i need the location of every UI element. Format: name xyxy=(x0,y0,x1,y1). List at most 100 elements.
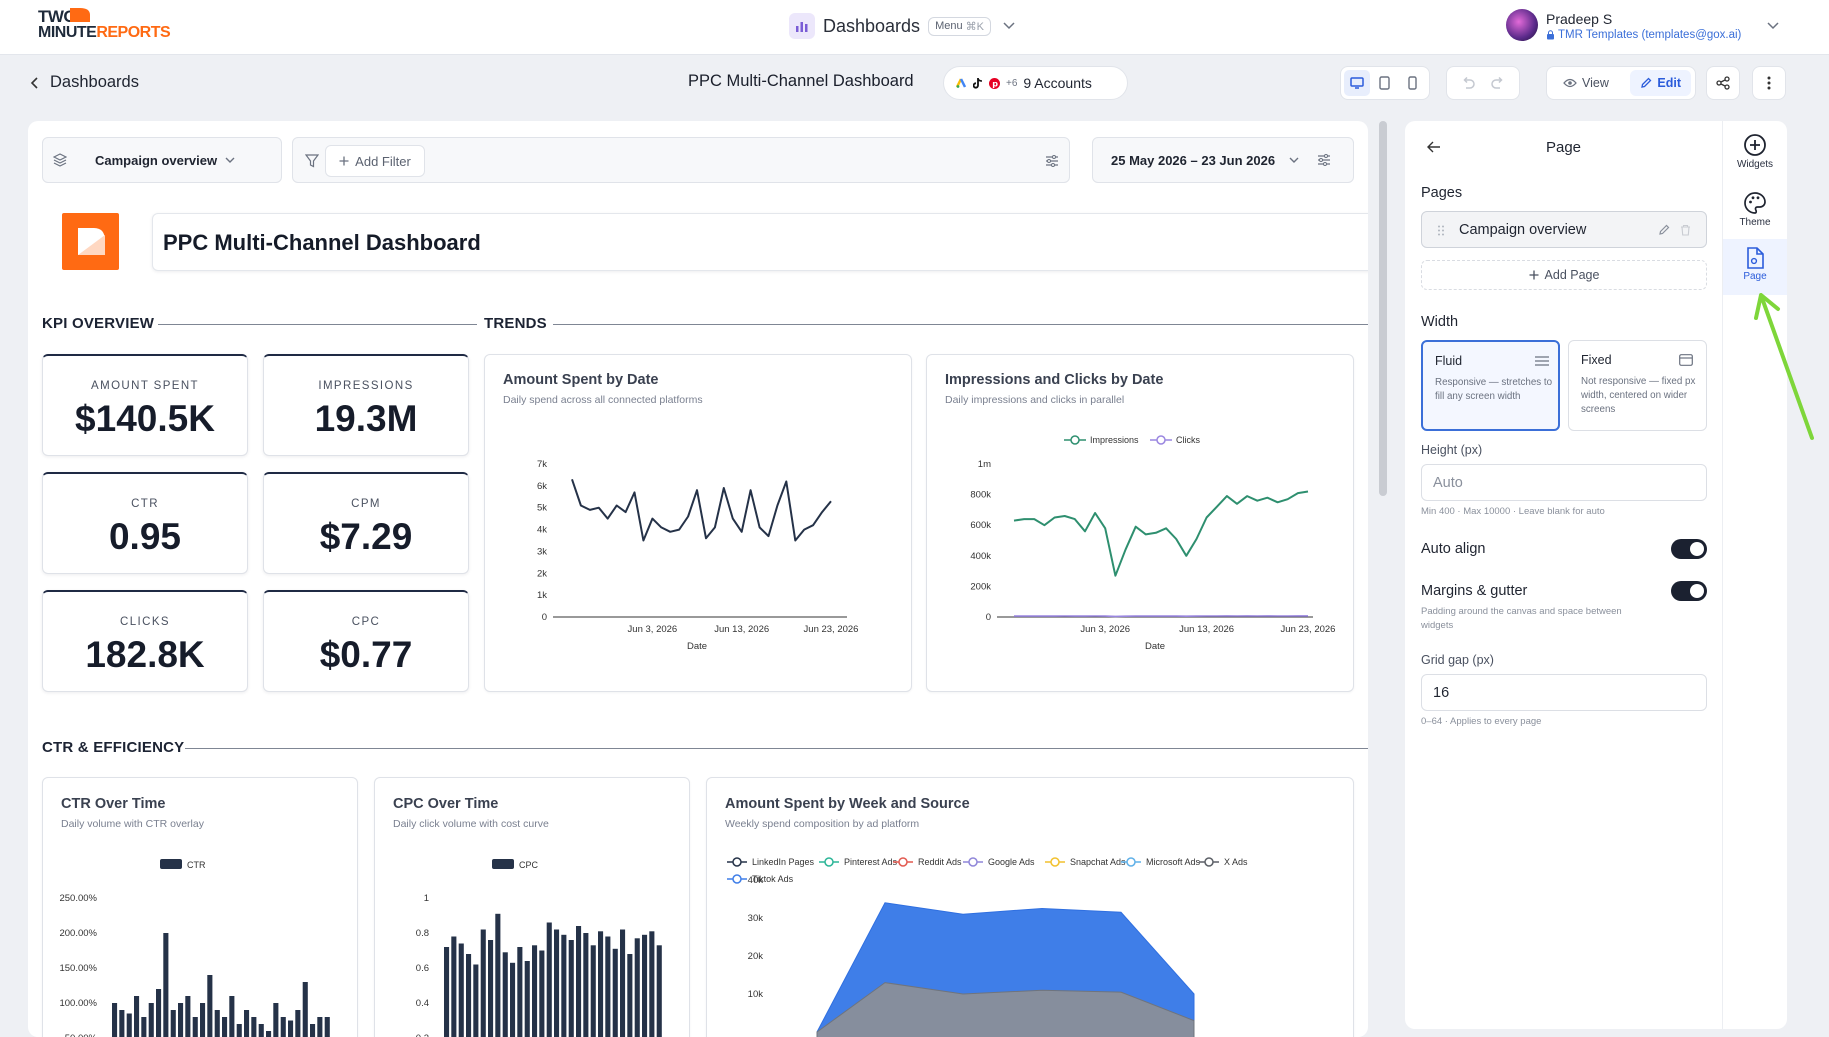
y-tick-label: 0.2 xyxy=(416,1033,429,1037)
annotation-arrow xyxy=(1754,293,1814,440)
tablet-view-icon[interactable] xyxy=(1370,76,1398,90)
kpi-value: 182.8K xyxy=(85,634,205,675)
grid-gap-input[interactable]: 16 xyxy=(1421,674,1707,711)
desktop-view-icon[interactable] xyxy=(1344,70,1370,96)
grid-gap-help: 0–64 · Applies to every page xyxy=(1421,716,1542,727)
legend-label: CTR xyxy=(187,860,206,870)
kpi-card-cpm[interactable]: CPM $7.29 xyxy=(263,472,469,574)
view-mode-button[interactable]: View xyxy=(1551,76,1609,90)
sliders-icon[interactable] xyxy=(1317,154,1331,166)
legend-marker xyxy=(824,857,834,867)
rail-theme[interactable]: Theme xyxy=(1723,191,1787,228)
mobile-view-icon[interactable] xyxy=(1398,76,1426,90)
logo-top-text: TWO xyxy=(38,7,77,26)
sliders-icon[interactable] xyxy=(1045,155,1059,167)
kpi-card-amount-spent[interactable]: AMOUNT SPENT $140.5K xyxy=(42,354,248,456)
kpi-card-impressions[interactable]: IMPRESSIONS 19.3M xyxy=(263,354,469,456)
legend-marker-impressions xyxy=(1070,435,1080,445)
bar xyxy=(302,982,308,1037)
bar xyxy=(532,945,538,1037)
accounts-selector[interactable]: p +6 9 Accounts xyxy=(943,66,1128,100)
kpi-card-clicks[interactable]: CLICKS 182.8K xyxy=(42,590,248,692)
chart-amount-spent-by-date[interactable]: Amount Spent by Date Daily spend across … xyxy=(484,354,912,692)
legend-marker xyxy=(1126,857,1136,867)
chevron-down-icon xyxy=(225,157,235,163)
page-item-campaign-overview[interactable]: Campaign overview xyxy=(1421,211,1707,248)
rail-page-label: Page xyxy=(1743,271,1767,282)
chart-cpc-over-time[interactable]: CPC Over Time Daily click volume with co… xyxy=(374,777,690,1037)
drag-handle-icon[interactable] xyxy=(1438,225,1444,236)
add-filter-button[interactable]: Add Filter xyxy=(325,145,425,177)
kpi-card-ctr[interactable]: CTR 0.95 xyxy=(42,472,248,574)
kpi-value: 0.95 xyxy=(108,516,181,557)
more-options-button[interactable] xyxy=(1752,66,1786,100)
auto-align-toggle[interactable] xyxy=(1671,539,1707,559)
legend-label: Google Ads xyxy=(988,857,1035,867)
bar xyxy=(236,1024,242,1037)
funnel-icon[interactable] xyxy=(305,154,319,168)
edit-mode-button[interactable]: Edit xyxy=(1630,70,1691,96)
rail-widgets[interactable]: Widgets xyxy=(1723,133,1787,170)
width-option-title: Fluid xyxy=(1435,354,1463,368)
kpi-card-cpc[interactable]: CPC $0.77 xyxy=(263,590,469,692)
chart-title: CTR Over Time xyxy=(61,796,166,812)
bar xyxy=(451,936,457,1037)
bar xyxy=(156,989,162,1037)
chart-ctr-over-time[interactable]: CTR Over Time Daily volume with CTR over… xyxy=(42,777,358,1037)
chevron-down-icon[interactable] xyxy=(1003,22,1015,30)
date-range-picker[interactable]: 25 May 2026 – 23 Jun 2026 xyxy=(1092,137,1354,183)
bar xyxy=(214,1010,220,1037)
google-ads-icon xyxy=(956,78,967,88)
bar xyxy=(163,933,169,1037)
app-logo[interactable]: TWO MINUTEREPORTS xyxy=(38,7,171,41)
trash-icon[interactable] xyxy=(1680,224,1691,236)
section-switcher[interactable]: Dashboards Menu ⌘K xyxy=(789,13,1015,39)
share-button[interactable] xyxy=(1706,66,1740,100)
margins-toggle[interactable] xyxy=(1671,581,1707,601)
chart-plot: LinkedIn Pages Pinterest Ads Reddit Ads Goo… xyxy=(727,857,1248,1037)
spend-series-line xyxy=(571,478,832,542)
dashboard-title[interactable]: PPC Multi-Channel Dashboard xyxy=(688,72,914,90)
header-block[interactable]: PPC Multi-Channel Dashboard xyxy=(152,213,1368,271)
height-placeholder: Auto xyxy=(1433,475,1463,491)
pencil-icon[interactable] xyxy=(1658,224,1670,236)
add-page-button[interactable]: Add Page xyxy=(1421,260,1707,290)
back-to-dashboards[interactable]: Dashboards xyxy=(30,73,139,92)
y-tick-label: 1m xyxy=(978,459,991,470)
avatar[interactable] xyxy=(1506,9,1538,41)
chart-title: Impressions and Clicks by Date xyxy=(945,372,1164,388)
chart-impressions-and-clicks[interactable]: Impressions and Clicks by Date Daily imp… xyxy=(926,354,1354,692)
width-option-fluid[interactable]: Fluid Responsive — stretches to fill any… xyxy=(1421,340,1560,431)
view-label: View xyxy=(1582,76,1609,90)
chart-amount-spent-by-week-and-source[interactable]: Amount Spent by Week and Source Weekly s… xyxy=(706,777,1354,1037)
redo-icon[interactable] xyxy=(1491,77,1505,89)
rail-page[interactable]: Page xyxy=(1723,239,1787,295)
undo-icon[interactable] xyxy=(1461,77,1475,89)
y-tick-label: 0 xyxy=(542,612,547,623)
bar xyxy=(324,1017,330,1037)
menu-pill[interactable]: Menu ⌘K xyxy=(928,16,991,36)
area-x-ads xyxy=(816,982,1195,1037)
canvas-scrollbar[interactable] xyxy=(1379,121,1387,496)
clicks-series-line xyxy=(1014,615,1308,618)
width-option-fixed[interactable]: Fixed Not responsive — fixed px width, c… xyxy=(1568,340,1707,431)
page-item-label: Campaign overview xyxy=(1459,222,1587,238)
pinterest-icon: p xyxy=(989,77,1000,89)
x-tick-label: Jun 23, 2026 xyxy=(804,624,859,635)
kpi-label: IMPRESSIONS xyxy=(318,380,414,392)
height-help: Min 400 · Max 10000 · Leave blank for au… xyxy=(1421,506,1605,517)
y-tick-label: 200.00% xyxy=(59,928,97,939)
x-tick-label: Jun 23, 2026 xyxy=(1281,624,1336,635)
chart-subtitle: Daily spend across all connected platfor… xyxy=(503,394,703,406)
header-title: PPC Multi-Channel Dashboard xyxy=(163,230,481,255)
user-menu-chevron-icon[interactable] xyxy=(1767,22,1779,30)
y-tick-label: 0.4 xyxy=(416,998,429,1009)
chart-subtitle: Daily click volume with cost curve xyxy=(393,818,549,830)
bar xyxy=(134,996,140,1037)
page-selector[interactable]: Campaign overview xyxy=(42,137,282,183)
height-input[interactable]: Auto xyxy=(1421,464,1707,501)
user-info[interactable]: Pradeep S TMR Templates (templates@gox.a… xyxy=(1546,11,1741,41)
arrow-left-icon[interactable] xyxy=(1427,141,1441,153)
mode-toggle: View Edit xyxy=(1546,66,1696,100)
legend-marker xyxy=(898,857,908,867)
